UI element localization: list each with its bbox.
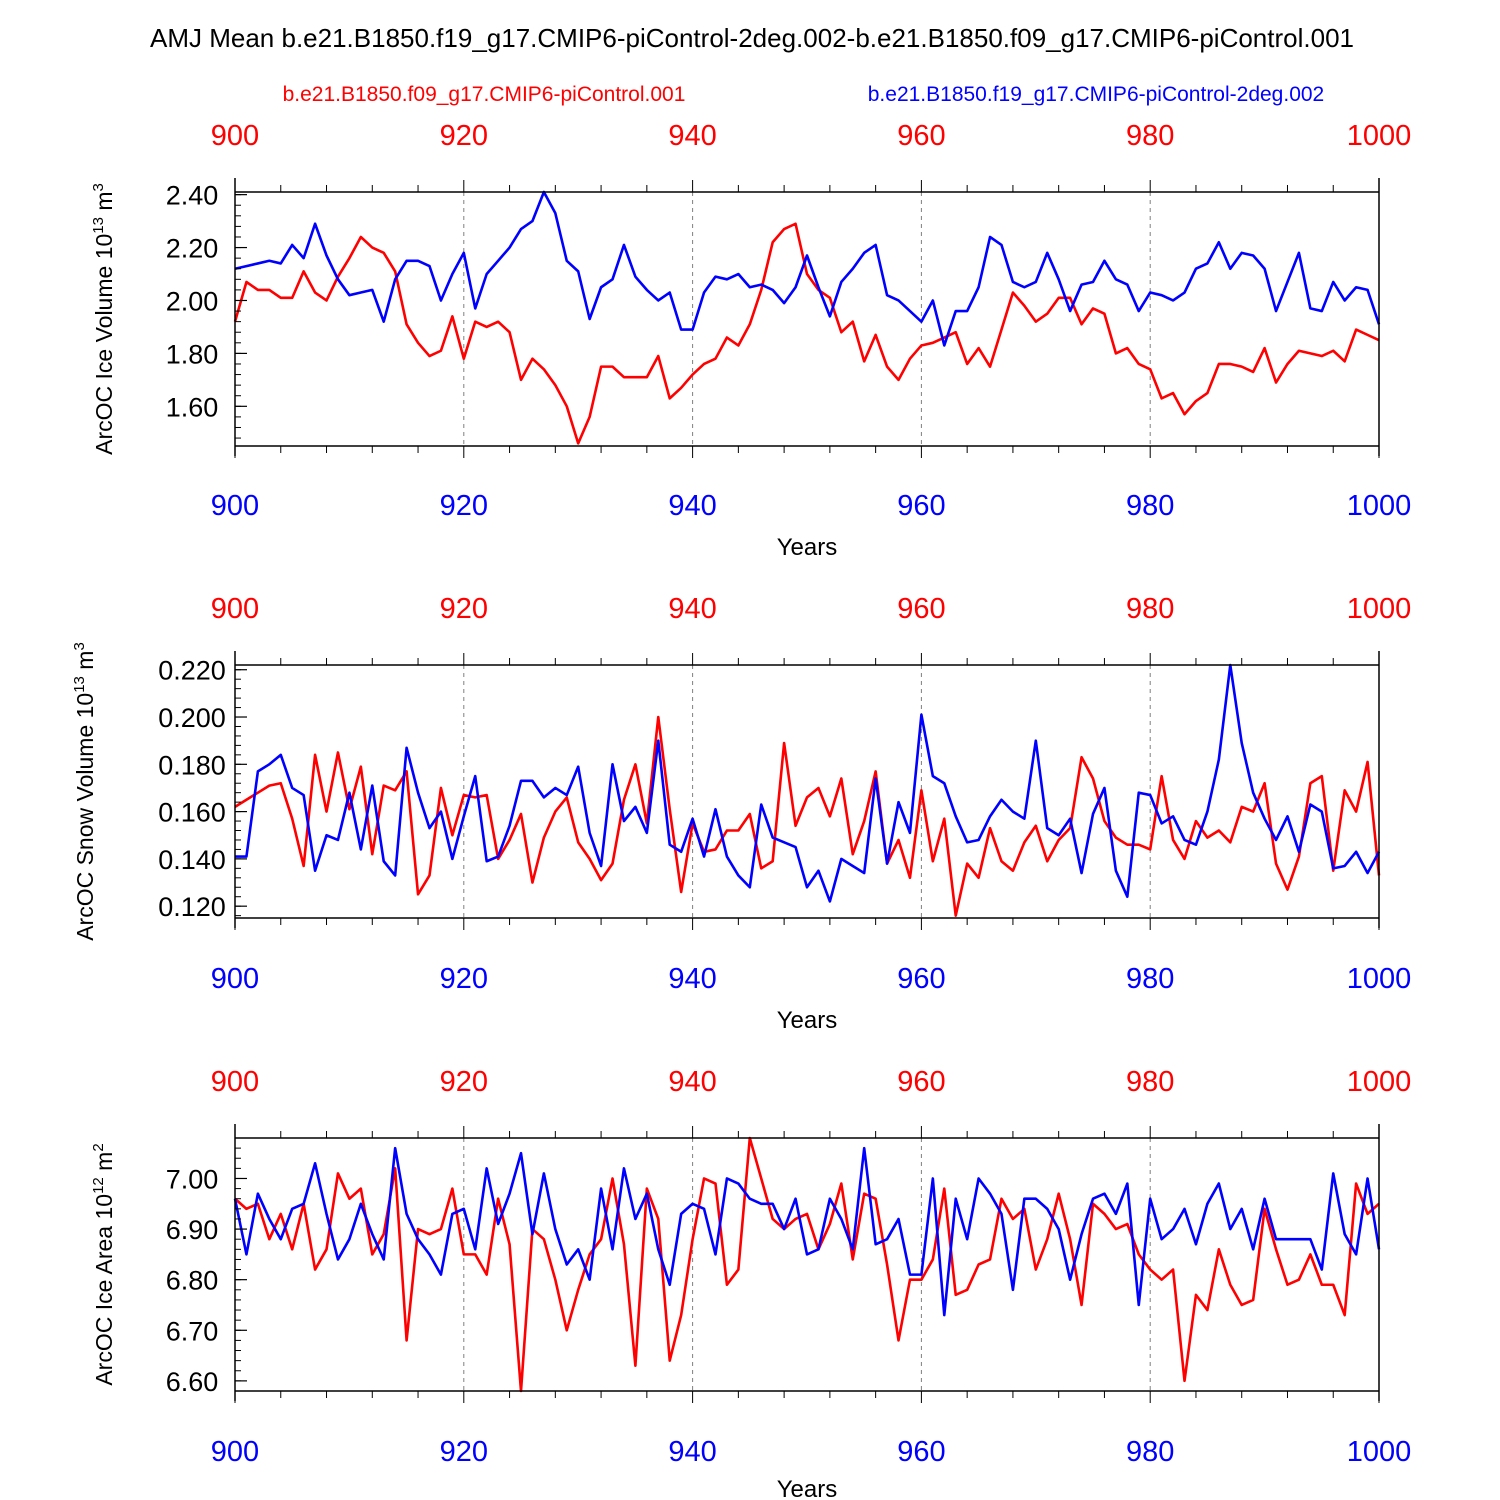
legend-red-label: b.e21.B1850.f09_g17.CMIP6-piControl.001 [283,83,686,106]
y-tick-label: 6.70 [166,1316,219,1346]
y-tick-label: 2.40 [166,181,219,211]
y-tick-label: 2.20 [166,234,219,264]
y-tick-label: 2.00 [166,286,219,316]
top-x-tick-label: 920 [440,120,488,152]
top-x-tick-label: 980 [1126,593,1174,625]
bottom-x-tick-label: 980 [1126,490,1174,522]
blue-series-line [233,1146,1381,1317]
x-axis-label: Years [777,1476,838,1500]
top-x-tick-label: 980 [1126,1066,1174,1098]
blue-series-line [235,663,1381,903]
red-series-line [233,222,1380,445]
top-x-tick-label: 900 [211,1066,259,1098]
y-tick-label: 6.90 [166,1215,219,1245]
legend-blue-label: b.e21.B1850.f19_g17.CMIP6-piControl-2deg… [868,83,1324,106]
y-tick-label: 0.120 [158,892,226,922]
top-x-tick-label: 960 [897,120,945,152]
bottom-x-tick-label: 980 [1126,1436,1174,1468]
bottom-x-tick-label: 1000 [1347,963,1412,995]
bottom-x-tick-label: 960 [897,490,945,522]
top-x-tick-label: 1000 [1347,1066,1412,1098]
bottom-x-tick-label: 960 [897,963,945,995]
bottom-x-tick-label: 940 [668,490,716,522]
bottom-x-tick-label: 940 [668,963,716,995]
top-x-tick-label: 1000 [1347,593,1412,625]
bottom-x-tick-label: 980 [1126,963,1174,995]
top-x-tick-label: 940 [668,120,716,152]
blue-series-line [234,190,1381,347]
ice-area-panel: 900 900 920 920 940 940 960 960 980 980 1000 1000 Ye… [90,1066,1411,1500]
bottom-x-tick-label: 1000 [1347,490,1412,522]
y-tick-label: 6.80 [166,1266,219,1296]
bottom-x-tick-label: 960 [897,1436,945,1468]
top-x-tick-label: 960 [897,1066,945,1098]
top-x-tick-label: 900 [211,593,259,625]
ice-volume-panel: 900 900 920 920 940 940 960 960 980 980 1000 1000 Ye… [90,120,1411,561]
y-tick-label: 7.00 [166,1164,219,1194]
red-series-line [234,1136,1380,1393]
y-axis-label: ArcOC Ice Volume 1013 m3 [90,183,117,455]
bottom-x-tick-label: 920 [440,963,488,995]
y-tick-label: 0.200 [158,703,226,733]
top-x-tick-label: 920 [440,593,488,625]
bottom-x-tick-label: 1000 [1347,1436,1412,1468]
bottom-x-tick-label: 900 [211,1436,259,1468]
y-axis-label: ArcOC Ice Area 1012 m2 [90,1143,117,1385]
bottom-x-tick-label: 900 [211,963,259,995]
top-x-tick-label: 980 [1126,120,1174,152]
x-axis-label: Years [777,1007,838,1034]
bottom-x-tick-label: 920 [440,1436,488,1468]
y-tick-label: 0.220 [158,656,226,686]
snow-volume-panel: 900 900 920 920 940 940 960 960 980 980 1000 1000 Ye… [71,593,1411,1034]
figure-title: AMJ Mean b.e21.B1850.f19_g17.CMIP6-piCon… [150,23,1354,53]
bottom-x-tick-label: 900 [211,490,259,522]
y-tick-label: 0.180 [158,750,226,780]
top-x-tick-label: 940 [668,593,716,625]
top-x-tick-label: 940 [668,1066,716,1098]
red-series-line [234,715,1381,917]
top-x-tick-label: 960 [897,593,945,625]
y-axis-label: ArcOC Snow Volume 1013 m3 [71,642,98,941]
y-tick-label: 1.60 [166,392,219,422]
top-x-tick-label: 1000 [1347,120,1412,152]
top-x-tick-label: 920 [440,1066,488,1098]
x-axis-label: Years [777,534,838,561]
y-tick-label: 6.60 [166,1367,219,1397]
bottom-x-tick-label: 920 [440,490,488,522]
y-tick-label: 0.140 [158,845,226,875]
y-tick-label: 1.80 [166,339,219,369]
y-tick-label: 0.160 [158,798,226,828]
bottom-x-tick-label: 940 [668,1436,716,1468]
top-x-tick-label: 900 [211,120,259,152]
